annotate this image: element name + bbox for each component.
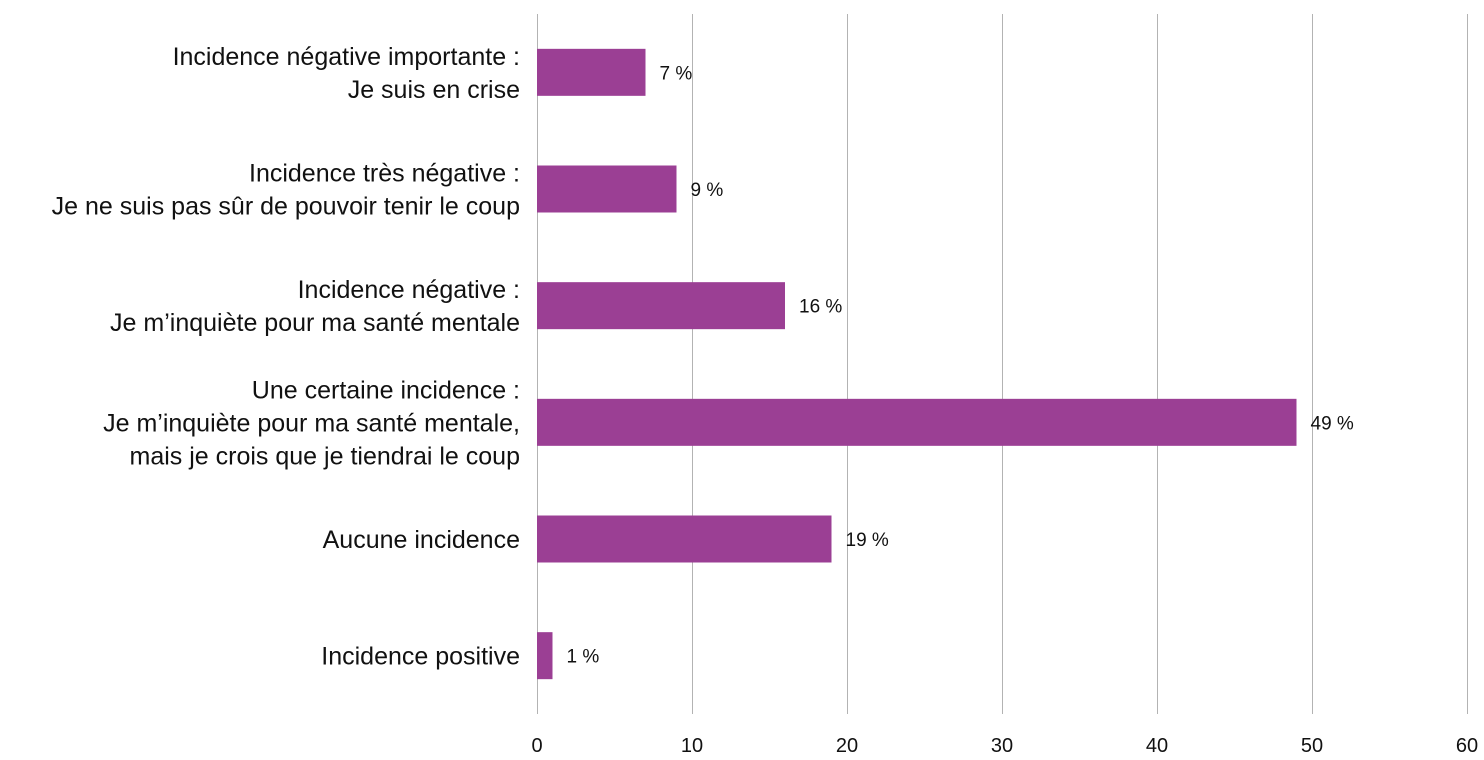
- category-label: Incidence très négative : Je ne suis pas …: [52, 160, 520, 221]
- category-label-line: Je ne suis pas sûr de pouvoir tenir le c…: [52, 193, 520, 221]
- category-label: Incidence négative importante : Je suis e…: [173, 43, 520, 104]
- bars: [537, 48, 1297, 680]
- data-label: 1 %: [567, 647, 600, 668]
- bar: [537, 398, 1297, 446]
- category-label-line: Aucune incidence: [323, 526, 520, 554]
- category-label: Incidence négative : Je m’inquiète pour m…: [110, 276, 520, 337]
- bar: [537, 632, 553, 680]
- gridlines: [537, 14, 1468, 714]
- x-tick-label: 0: [531, 735, 542, 757]
- x-tick-label: 50: [1301, 735, 1323, 757]
- category-label-line: Je m’inquiète pour ma santé mentale: [110, 309, 520, 337]
- category-label: Incidence positive: [321, 643, 520, 671]
- category-label-line: Incidence négative importante :: [173, 43, 520, 71]
- x-tick-label: 60: [1456, 735, 1478, 757]
- x-tick-label: 30: [991, 735, 1013, 757]
- category-label: Aucune incidence: [323, 526, 520, 554]
- bar: [537, 48, 646, 96]
- category-label-line: Je suis en crise: [348, 76, 520, 104]
- x-axis-tick-labels: 0 10 20 30 40 50 60: [531, 735, 1478, 757]
- category-label-line: Une certaine incidence :: [252, 376, 520, 404]
- data-labels: 7 % 9 % 16 % 49 % 19 % 1 %: [567, 63, 1354, 667]
- category-label-line: Incidence positive: [321, 643, 520, 671]
- data-label: 9 %: [691, 180, 724, 201]
- data-label: 7 %: [660, 63, 693, 84]
- category-labels: Incidence négative importante : Je suis e…: [52, 43, 520, 671]
- x-tick-label: 40: [1146, 735, 1168, 757]
- category-label-line: Incidence très négative :: [249, 160, 520, 188]
- data-label: 49 %: [1311, 413, 1354, 434]
- category-label-line: Je m’inquiète pour ma santé mentale,: [103, 409, 520, 437]
- category-label-line: mais je crois que je tiendrai le coup: [130, 442, 520, 470]
- data-label: 19 %: [846, 530, 889, 551]
- bar: [537, 165, 677, 213]
- category-label: Une certaine incidence : Je m’inquiète po…: [103, 376, 520, 470]
- category-label-line: Incidence négative :: [298, 276, 520, 304]
- x-tick-label: 20: [836, 735, 858, 757]
- bar: [537, 515, 832, 563]
- bar: [537, 282, 785, 330]
- x-tick-label: 10: [681, 735, 703, 757]
- data-label: 16 %: [799, 297, 842, 318]
